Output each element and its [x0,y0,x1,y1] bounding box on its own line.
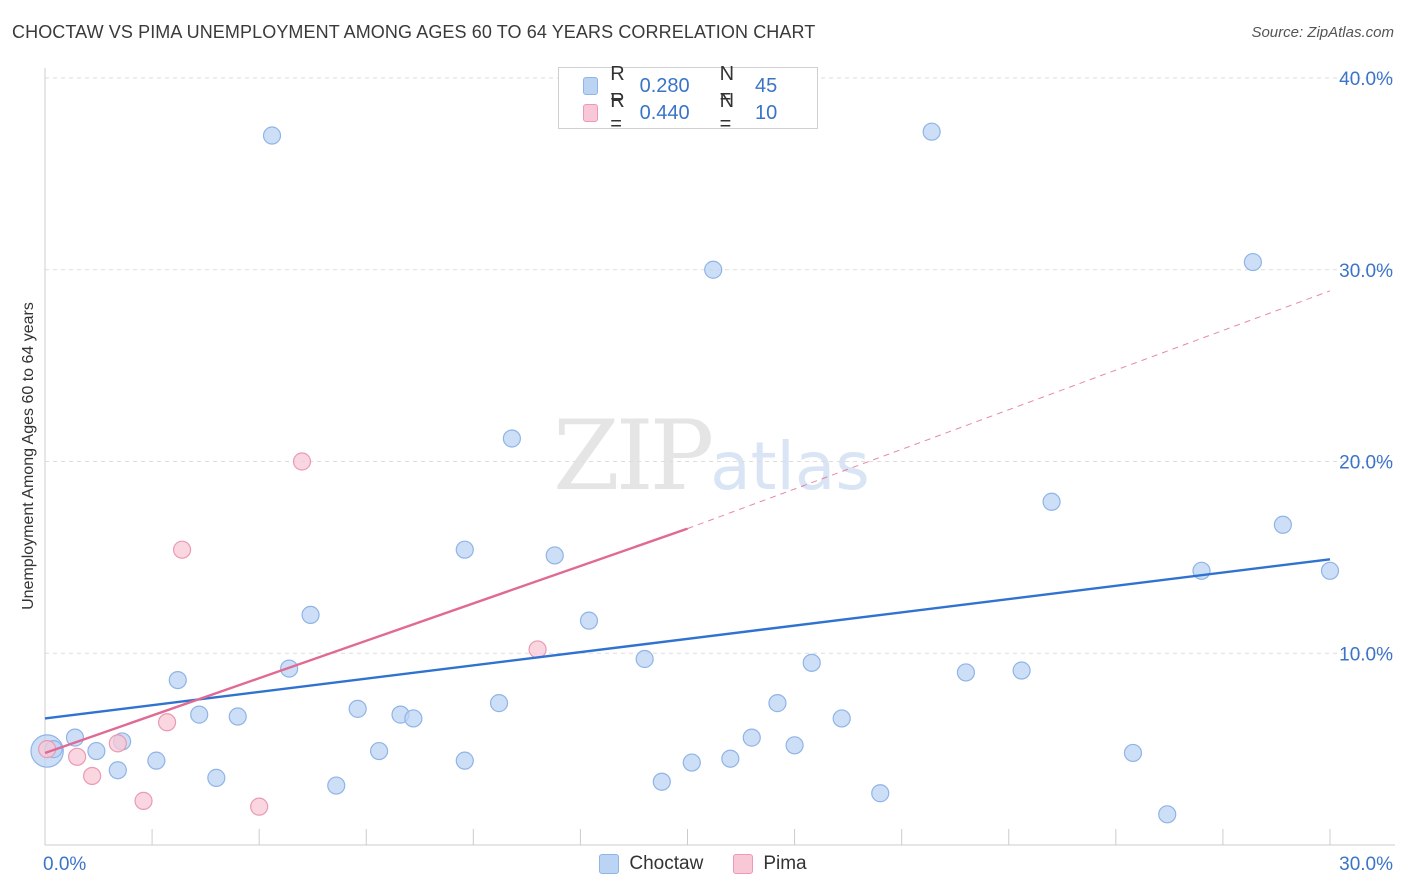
y-tick-label: 10.0% [1339,644,1393,665]
choctaw-point [168,670,187,690]
x-tick-label: 30.0% [1339,854,1393,875]
y-tick-labels: 10.0% 20.0% 30.0% 40.0% [1339,69,1393,665]
legend-swatch-pima [583,104,599,122]
pima-trendline-extension [687,290,1331,530]
x-ticks [44,829,1331,845]
choctaw-point [1243,252,1263,272]
choctaw-point [545,546,564,565]
legend-swatch-pima [733,854,754,874]
choctaw-points [30,122,1340,824]
choctaw-point [207,768,226,787]
choctaw-point [489,694,509,713]
watermark-atlas: atlas [710,428,870,505]
legend-label-choctaw: Choctaw [629,853,704,874]
choctaw-point [922,122,941,141]
x-tick-labels: 0.0% 30.0% [43,854,1393,875]
choctaw-trendline [44,558,1331,720]
pima-point [292,452,312,471]
choctaw-point [1320,561,1340,580]
pima-point [157,713,177,732]
pima-trendline [44,527,688,755]
axes [44,68,1395,846]
legend-item-choctaw[interactable]: Choctaw [599,853,703,875]
legend-label-pima: Pima [763,853,807,874]
choctaw-point [190,705,209,724]
choctaw-point [455,540,474,559]
pima-point [172,540,192,559]
choctaw-point [652,772,671,791]
source-label: Source: ZipAtlas.com [1251,24,1394,41]
choctaw-point [87,741,106,761]
choctaw-point [348,699,367,718]
trendlines [44,290,1331,755]
choctaw-point [1158,805,1177,824]
choctaw-point [1273,515,1292,534]
pima-point [528,640,547,659]
choctaw-point [704,260,723,279]
pima-points [38,452,547,816]
legend-row-choctaw: R = 0.280 N = 45 [583,63,817,108]
y-tick-label: 30.0% [1339,261,1393,282]
chart-title: CHOCTAW VS PIMA UNEMPLOYMENT AMONG AGES … [12,22,816,42]
watermark: ZIPatlas [553,400,870,512]
legend-n-value-pima: 10 [754,101,778,124]
series-legend: Choctaw Pima [0,851,1406,877]
legend-n-label: N = [719,90,735,135]
pima-point [68,747,87,766]
choctaw-point [768,694,787,713]
y-tick-label: 40.0% [1339,69,1393,90]
choctaw-point [871,784,890,803]
pima-point [250,797,269,816]
pima-point [108,734,127,753]
choctaw-point [956,663,976,682]
gridlines [45,77,1395,654]
choctaw-point [404,709,423,728]
choctaw-point [455,751,474,770]
choctaw-point [682,753,701,772]
choctaw-point [1042,492,1061,511]
choctaw-point [301,605,320,625]
choctaw-point [108,761,127,780]
pima-point [83,766,102,786]
watermark-zip: ZIP [553,400,714,512]
choctaw-point [742,728,761,747]
legend-swatch-choctaw [599,854,620,874]
choctaw-point [785,736,804,755]
legend-r-value-choctaw: 0.280 [639,74,690,97]
choctaw-point [721,749,740,768]
choctaw-point [327,776,346,795]
legend-row-pima: R = 0.440 N = 10 [583,90,817,135]
legend-item-pima[interactable]: Pima [733,853,807,875]
choctaw-point [832,709,851,728]
pima-point [134,791,153,810]
y-axis-label: Unemployment Among Ages 60 to 64 years [20,302,37,610]
x-tick-label: 0.0% [43,854,86,875]
choctaw-point [579,611,599,630]
choctaw-point [1123,743,1143,763]
choctaw-point [262,126,282,145]
choctaw-point [802,653,821,672]
legend-r-label: R = [610,90,625,135]
choctaw-point [147,751,166,770]
choctaw-point [502,429,521,448]
choctaw-point [370,741,389,761]
choctaw-point [635,649,654,669]
legend-n-value-choctaw: 45 [754,74,778,97]
legend-r-value-pima: 0.440 [639,101,690,124]
legend-swatch-choctaw [583,77,599,95]
correlation-legend: R = 0.280 N = 45 R = 0.440 N = 10 [558,63,818,135]
legend-r-label: R = [610,63,625,108]
legend-n-label: N = [719,63,735,108]
choctaw-point [1012,661,1031,680]
choctaw-point [228,707,247,726]
y-tick-label: 20.0% [1339,453,1393,474]
